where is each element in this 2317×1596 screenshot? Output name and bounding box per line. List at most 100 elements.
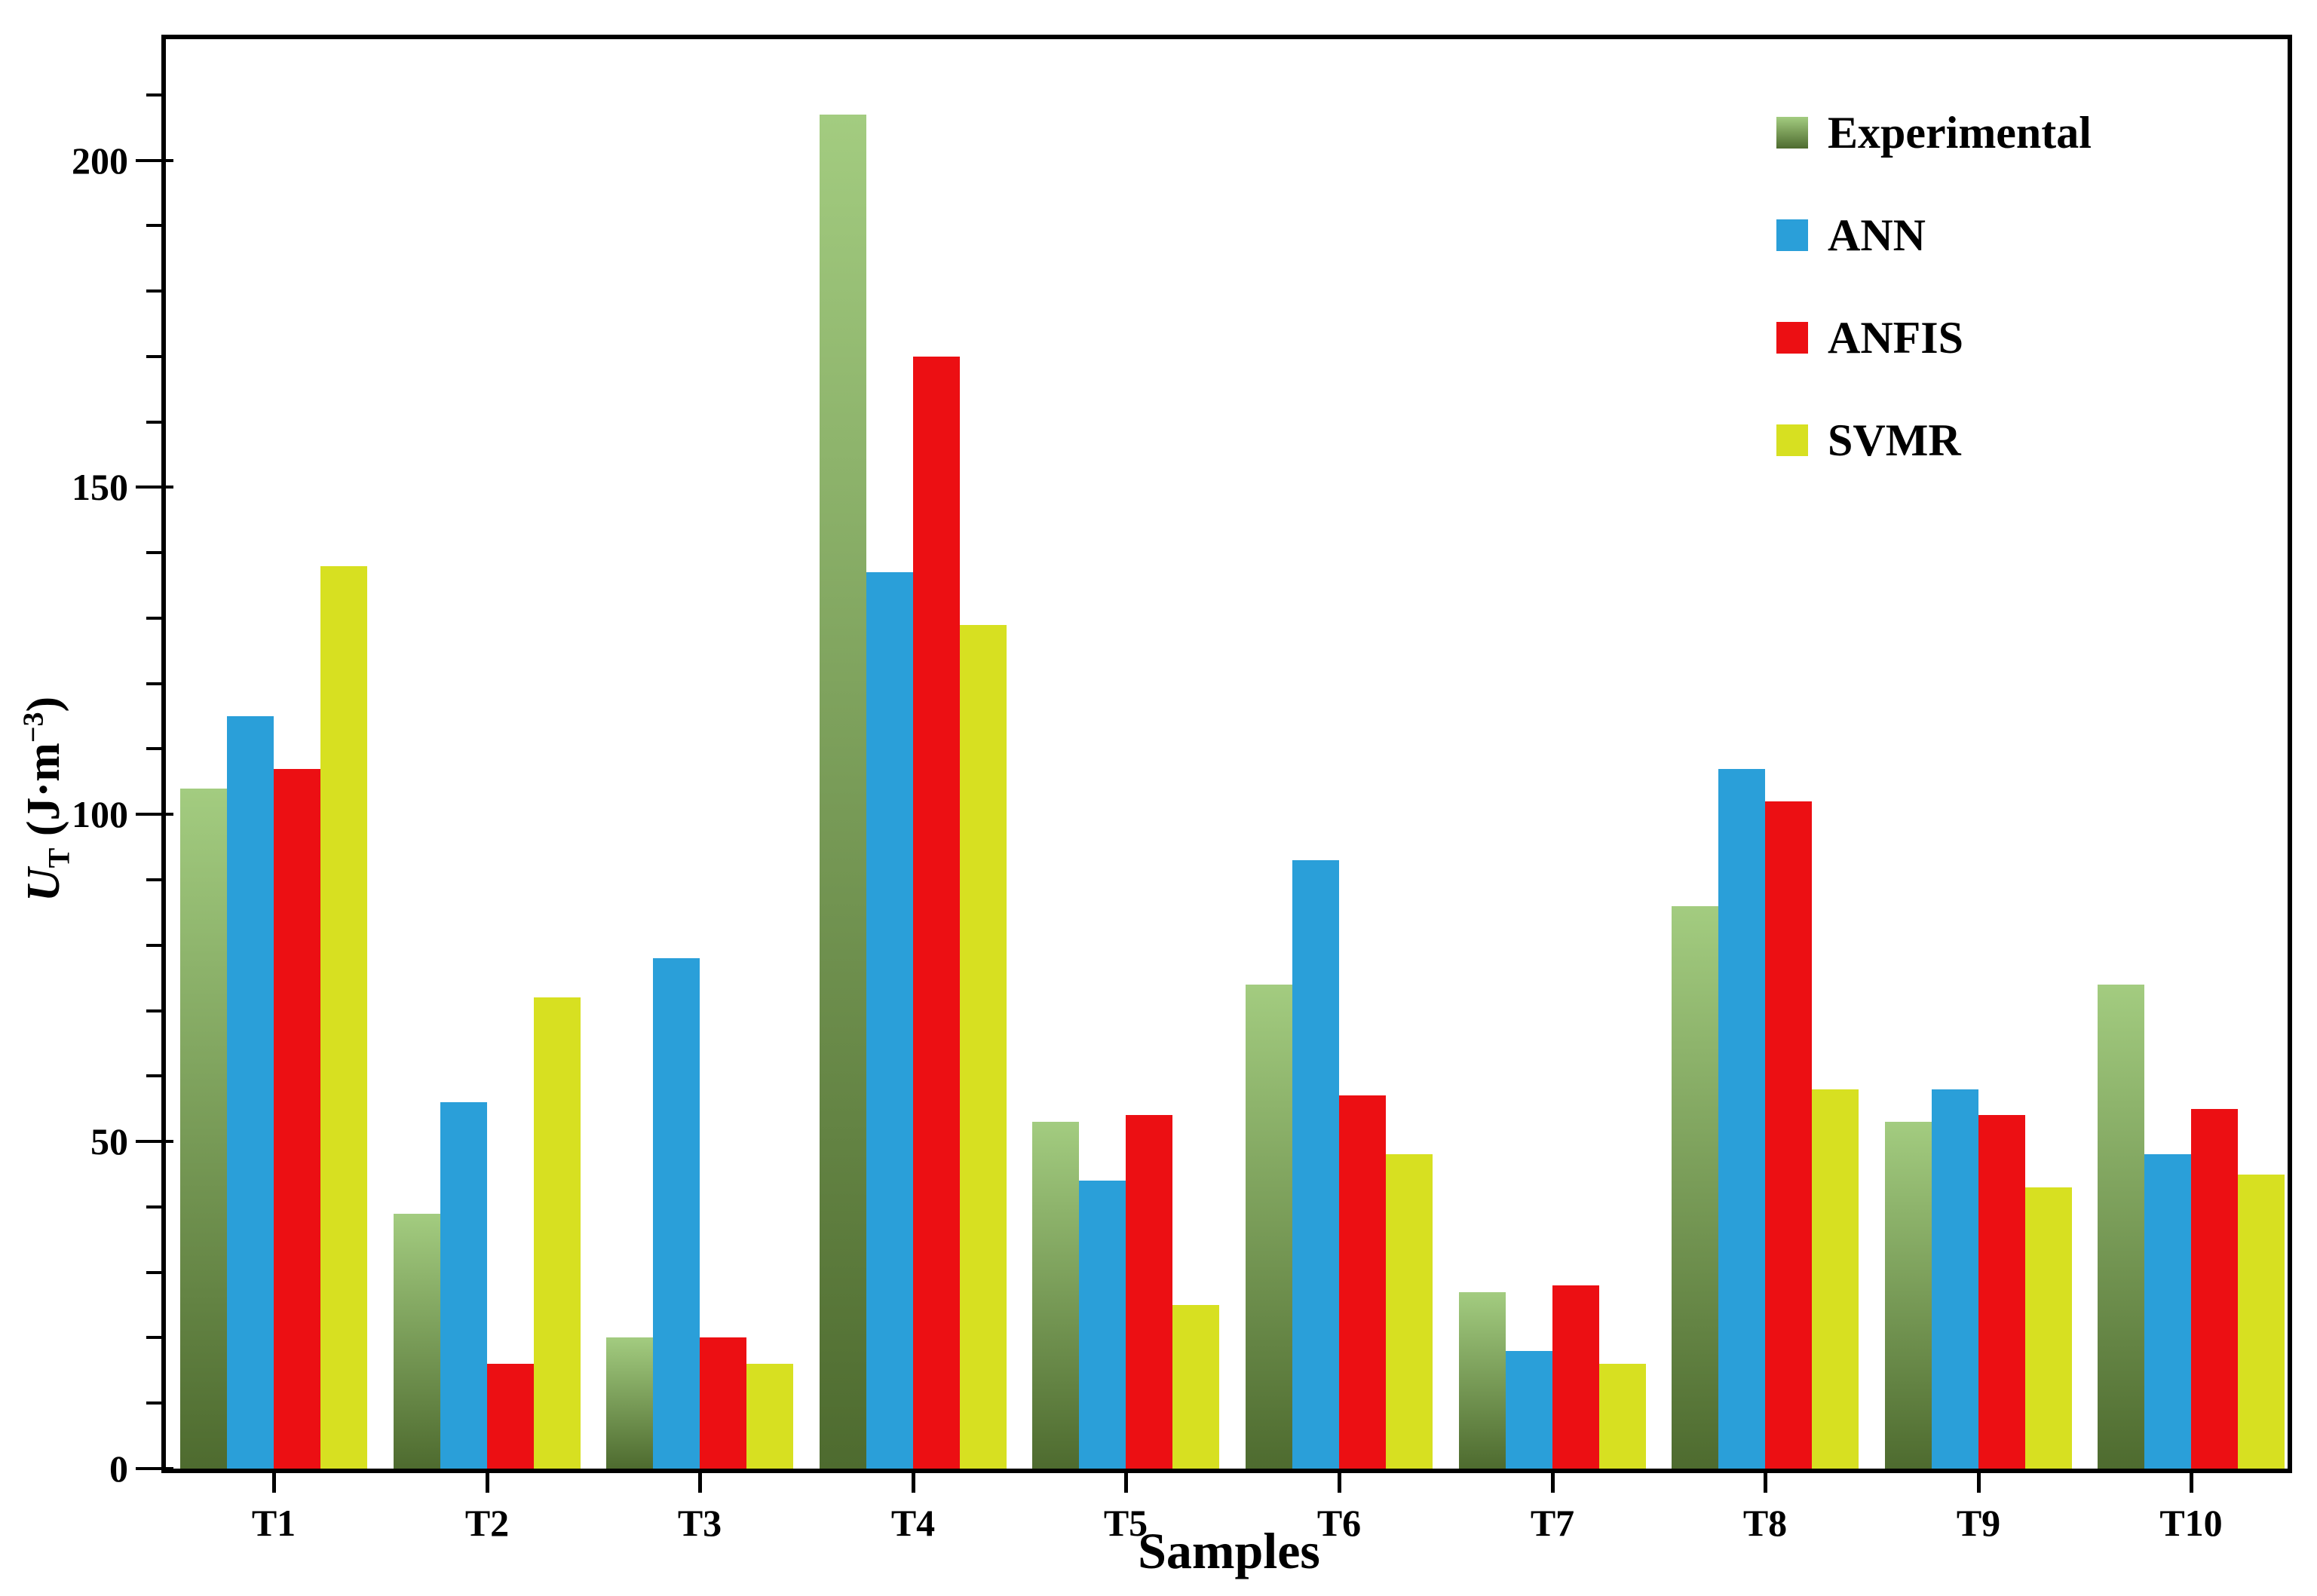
x-tick-t2 xyxy=(486,1473,489,1493)
legend-item-experimental: Experimental xyxy=(1776,81,2092,184)
bar-t6-anfis xyxy=(1339,1095,1386,1469)
bar-t5-anfis xyxy=(1126,1115,1172,1469)
y-minor-tick-70 xyxy=(146,1009,161,1012)
bar-t9-experimental xyxy=(1885,1122,1932,1469)
y-axis-title-subscript: T xyxy=(41,847,76,868)
bar-t7-experimental xyxy=(1459,1292,1506,1469)
bar-t6-experimental xyxy=(1246,985,1292,1469)
x-tick-t4 xyxy=(912,1473,915,1493)
x-tick-label-t5: T5 xyxy=(1103,1502,1148,1544)
y-axis-title: UT (J·m−3) xyxy=(17,697,76,902)
y-minor-tick-210 xyxy=(146,93,161,96)
x-tick-t6 xyxy=(1338,1473,1341,1493)
bar-t10-ann xyxy=(2144,1154,2191,1469)
y-major-tick-100 xyxy=(136,813,173,816)
bar-t3-anfis xyxy=(700,1337,746,1469)
legend-swatch-svmr xyxy=(1776,424,1808,456)
bar-t9-ann xyxy=(1932,1089,1978,1469)
x-tick-label-t7: T7 xyxy=(1530,1502,1575,1544)
x-tick-t3 xyxy=(698,1473,702,1493)
bar-t2-anfis xyxy=(487,1364,534,1469)
plot-frame xyxy=(161,35,2292,1473)
y-minor-tick-120 xyxy=(146,682,161,685)
y-axis-title-symbol: U xyxy=(18,868,70,902)
y-minor-tick-110 xyxy=(146,747,161,750)
bar-t9-anfis xyxy=(1978,1115,2025,1469)
plot-area xyxy=(166,39,2285,1469)
legend-swatch-ann xyxy=(1776,219,1808,251)
y-minor-tick-10 xyxy=(146,1401,161,1405)
y-minor-tick-80 xyxy=(146,944,161,947)
bar-t5-svmr xyxy=(1172,1305,1219,1469)
y-axis-title-close: ) xyxy=(18,696,70,712)
bar-t8-experimental xyxy=(1672,906,1718,1469)
bar-t10-anfis xyxy=(2191,1109,2238,1469)
y-minor-tick-180 xyxy=(146,289,161,293)
x-tick-label-t6: T6 xyxy=(1316,1502,1362,1544)
y-major-tick-50 xyxy=(136,1140,173,1143)
bar-t7-svmr xyxy=(1599,1364,1646,1469)
bar-t2-experimental xyxy=(394,1214,440,1469)
legend-item-svmr: SVMR xyxy=(1776,389,2092,492)
y-major-tick-200 xyxy=(136,159,173,162)
bar-t8-svmr xyxy=(1812,1089,1859,1469)
legend-label-svmr: SVMR xyxy=(1828,415,1961,465)
y-minor-tick-90 xyxy=(146,878,161,881)
y-minor-tick-170 xyxy=(146,355,161,358)
bar-t5-experimental xyxy=(1032,1122,1079,1469)
bar-t4-ann xyxy=(866,572,913,1469)
x-tick-label-t9: T9 xyxy=(1956,1502,2001,1544)
y-axis-title-units: (J·m xyxy=(18,743,70,848)
y-tick-label-0: 0 xyxy=(109,1447,128,1490)
bar-t1-svmr xyxy=(320,566,367,1469)
bar-t2-svmr xyxy=(534,997,581,1469)
y-minor-tick-40 xyxy=(146,1205,161,1208)
bar-t1-experimental xyxy=(180,789,227,1469)
bar-t5-ann xyxy=(1079,1181,1126,1469)
bar-t7-anfis xyxy=(1552,1285,1599,1469)
x-tick-label-t2: T2 xyxy=(464,1502,510,1544)
legend-swatch-anfis xyxy=(1776,322,1808,354)
y-minor-tick-160 xyxy=(146,421,161,424)
y-minor-tick-130 xyxy=(146,617,161,620)
x-tick-label-t4: T4 xyxy=(890,1502,936,1544)
x-tick-t8 xyxy=(1764,1473,1767,1493)
bar-t9-svmr xyxy=(2025,1187,2072,1469)
legend-label-anfis: ANFIS xyxy=(1828,312,1964,363)
legend-swatch-experimental xyxy=(1776,117,1808,149)
y-minor-tick-60 xyxy=(146,1074,161,1077)
x-tick-t5 xyxy=(1124,1473,1128,1493)
bar-t4-experimental xyxy=(820,115,866,1469)
x-tick-label-t8: T8 xyxy=(1742,1502,1788,1544)
x-tick-label-t1: T1 xyxy=(251,1502,296,1544)
legend-label-ann: ANN xyxy=(1828,210,1926,260)
y-minor-tick-140 xyxy=(146,551,161,554)
bar-t1-ann xyxy=(227,716,274,1469)
bar-t2-ann xyxy=(440,1102,487,1469)
bar-t4-anfis xyxy=(913,357,960,1469)
bar-t3-svmr xyxy=(746,1364,793,1469)
bar-t7-ann xyxy=(1506,1351,1552,1469)
bar-t8-anfis xyxy=(1765,801,1812,1469)
y-minor-tick-20 xyxy=(146,1336,161,1339)
legend-item-ann: ANN xyxy=(1776,184,2092,286)
x-tick-t1 xyxy=(272,1473,276,1493)
legend-item-anfis: ANFIS xyxy=(1776,286,2092,389)
x-tick-t7 xyxy=(1551,1473,1555,1493)
bar-t6-ann xyxy=(1292,860,1339,1469)
y-major-tick-0 xyxy=(136,1467,173,1470)
x-tick-label-t10: T10 xyxy=(2159,1502,2223,1544)
y-minor-tick-190 xyxy=(146,224,161,227)
x-tick-t10 xyxy=(2190,1473,2193,1493)
bar-t6-svmr xyxy=(1386,1154,1433,1469)
bar-t10-svmr xyxy=(2238,1175,2285,1469)
y-tick-label-50: 50 xyxy=(90,1120,128,1163)
y-tick-label-200: 200 xyxy=(72,139,128,182)
bar-t3-ann xyxy=(653,958,700,1469)
x-tick-t9 xyxy=(1977,1473,1981,1493)
x-axis-title: Samples xyxy=(1138,1522,1320,1579)
y-minor-tick-30 xyxy=(146,1271,161,1274)
legend-label-experimental: Experimental xyxy=(1828,107,2092,158)
legend: Experimental ANN ANFIS SVMR xyxy=(1776,81,2092,492)
